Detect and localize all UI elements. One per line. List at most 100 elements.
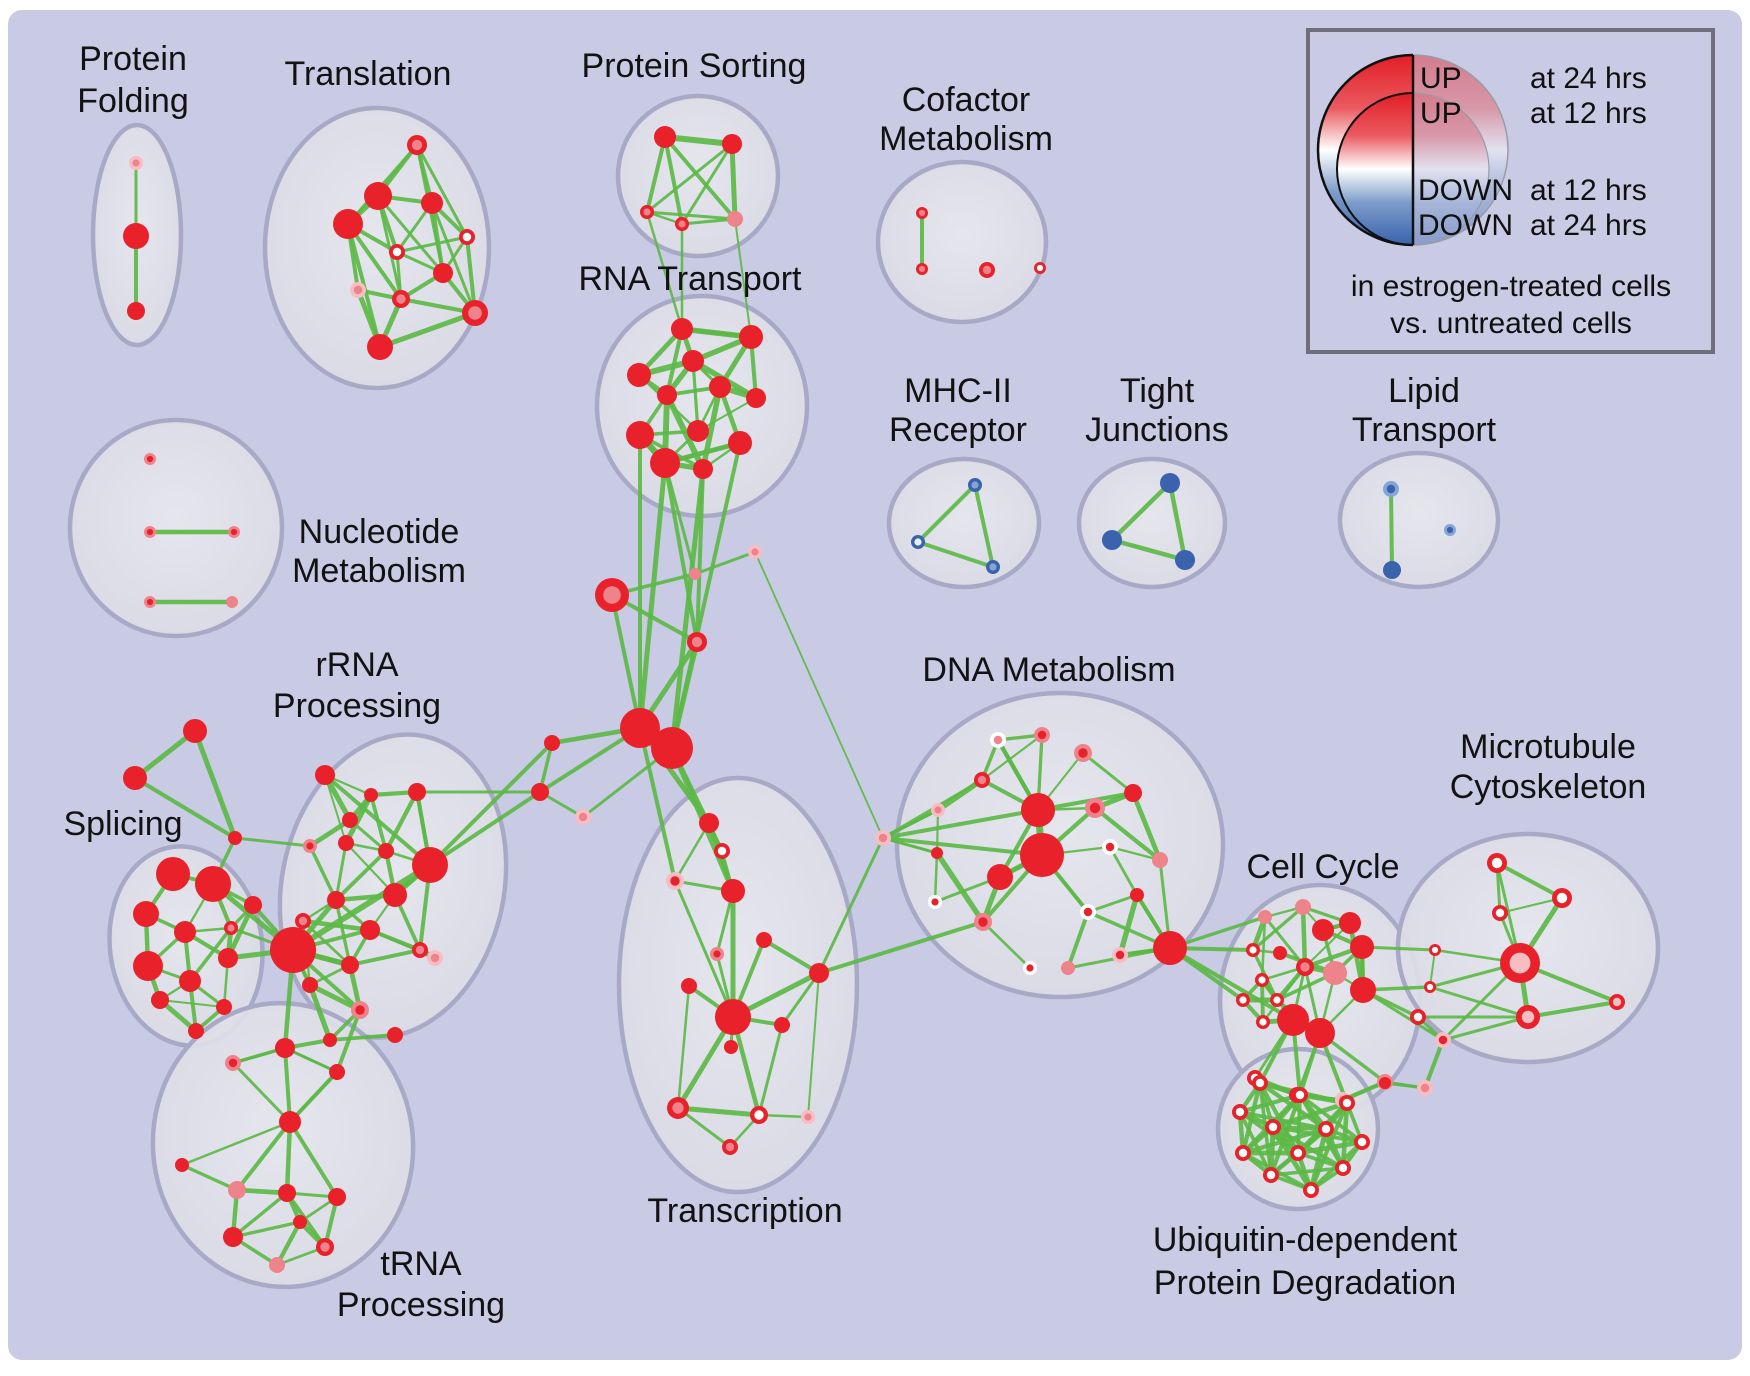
network-edge: [673, 821, 711, 883]
network-edge: [980, 733, 1044, 782]
network-node: [544, 735, 560, 751]
network-edge: [664, 326, 685, 398]
network-node: [228, 526, 240, 538]
network-node: [1080, 904, 1096, 920]
network-node: [1339, 912, 1361, 934]
network-edge: [133, 776, 237, 840]
network-edge: [916, 483, 977, 544]
network-edge: [700, 384, 723, 472]
network-edge: [1117, 892, 1140, 958]
network-edge: [1108, 845, 1162, 862]
network-node: [756, 932, 772, 948]
legend-direction-0: UP: [1420, 62, 1462, 95]
network-node: [714, 843, 730, 859]
network-node: [1516, 1005, 1540, 1029]
network-edge: [663, 135, 737, 221]
cluster-label-tight-junctions-line2: Junctions: [1085, 411, 1229, 449]
network-edge: [288, 1070, 339, 1124]
cluster-ellipse-transcription: [616, 775, 860, 1195]
network-node: [387, 1027, 403, 1043]
network-edge: [231, 1061, 292, 1124]
network-edge: [1295, 1139, 1365, 1156]
network-edge: [754, 551, 884, 839]
network-node: [979, 262, 995, 278]
network-edge: [346, 222, 403, 301]
network-node: [1034, 727, 1050, 743]
cluster-ellipse-cofactor-metabolism: [875, 159, 1049, 325]
network-node: [223, 1227, 243, 1247]
network-edge: [1168, 946, 1295, 1022]
cluster-label-microtubule-cytoskeleton-line1: Microtubule: [1460, 728, 1636, 766]
network-edge: [284, 1119, 293, 1196]
cluster-label-cofactor-metabolism-line1: Cofactor: [902, 81, 1031, 119]
cluster-label-protein-folding-line2: Folding: [77, 82, 189, 120]
network-edge: [663, 135, 684, 226]
network-edge: [780, 971, 821, 1027]
network-node: [123, 766, 147, 790]
network-edge: [1109, 537, 1188, 563]
network-edge: [1300, 904, 1308, 970]
network-node: [462, 300, 488, 326]
network-node: [1323, 961, 1347, 985]
cluster-label-cofactor-metabolism-line2: Metabolism: [879, 120, 1053, 158]
network-node: [627, 363, 651, 387]
network-node: [1424, 981, 1436, 993]
network-node: [1270, 993, 1284, 1007]
network-edge: [670, 441, 742, 750]
network-node: [1023, 961, 1037, 975]
network-edge: [1269, 1166, 1345, 1177]
network-edge: [233, 836, 312, 848]
network-node: [911, 535, 925, 549]
network-node: [987, 864, 1013, 890]
legend-time-2: at 12 hrs: [1530, 174, 1647, 207]
network-edge: [324, 774, 347, 844]
network-node: [1350, 935, 1374, 959]
network-node: [364, 788, 378, 802]
network-node: [412, 942, 428, 958]
cluster-ellipse-mhc2-receptor: [886, 456, 1042, 590]
network-node: [1130, 888, 1144, 902]
cluster-label-ubiquitin-degradation-line2: Protein Degradation: [1154, 1264, 1456, 1302]
network-edge: [729, 141, 738, 222]
network-edge: [377, 310, 478, 350]
network-edge: [935, 808, 940, 855]
network-node: [728, 431, 752, 455]
network-node: [651, 727, 693, 769]
network-node: [174, 921, 196, 943]
network-node: [328, 1188, 346, 1206]
network-edge: [697, 397, 757, 432]
cluster-label-nucleotide-metabolism-line1: Nucleotide: [299, 513, 460, 551]
network-node: [689, 568, 701, 580]
network-node: [916, 207, 928, 219]
network-edge: [180, 1120, 292, 1167]
network-node: [1252, 1075, 1268, 1091]
network-edge: [1130, 790, 1163, 863]
network-node: [195, 866, 231, 902]
network-edge: [1238, 1110, 1328, 1131]
network-node: [367, 334, 393, 360]
network-node: [244, 896, 262, 914]
legend-footer-line2: vs. untreated cells: [1390, 307, 1632, 340]
network-node: [1296, 958, 1314, 976]
legend-inner-left-arc: [1336, 92, 1414, 246]
network-node: [575, 809, 591, 825]
network-node: [421, 192, 443, 214]
network-node: [654, 126, 676, 148]
network-node: [225, 1055, 241, 1071]
network-node: [302, 977, 318, 993]
network-node: [333, 209, 363, 239]
network-edge: [663, 461, 699, 644]
network-edge: [335, 1008, 362, 1074]
network-node: [722, 1139, 738, 1155]
network-node: [1232, 1104, 1248, 1120]
network-edge: [290, 862, 433, 953]
cluster-label-splicing-line1: Splicing: [63, 805, 182, 843]
network-edge: [231, 1191, 289, 1239]
network-edge: [637, 460, 668, 731]
network-node: [746, 388, 766, 408]
network-node: [715, 999, 751, 1035]
network-node: [151, 991, 169, 1009]
network-node: [667, 1097, 689, 1119]
network-node: [1417, 1080, 1433, 1096]
network-edge: [1361, 988, 1445, 1042]
